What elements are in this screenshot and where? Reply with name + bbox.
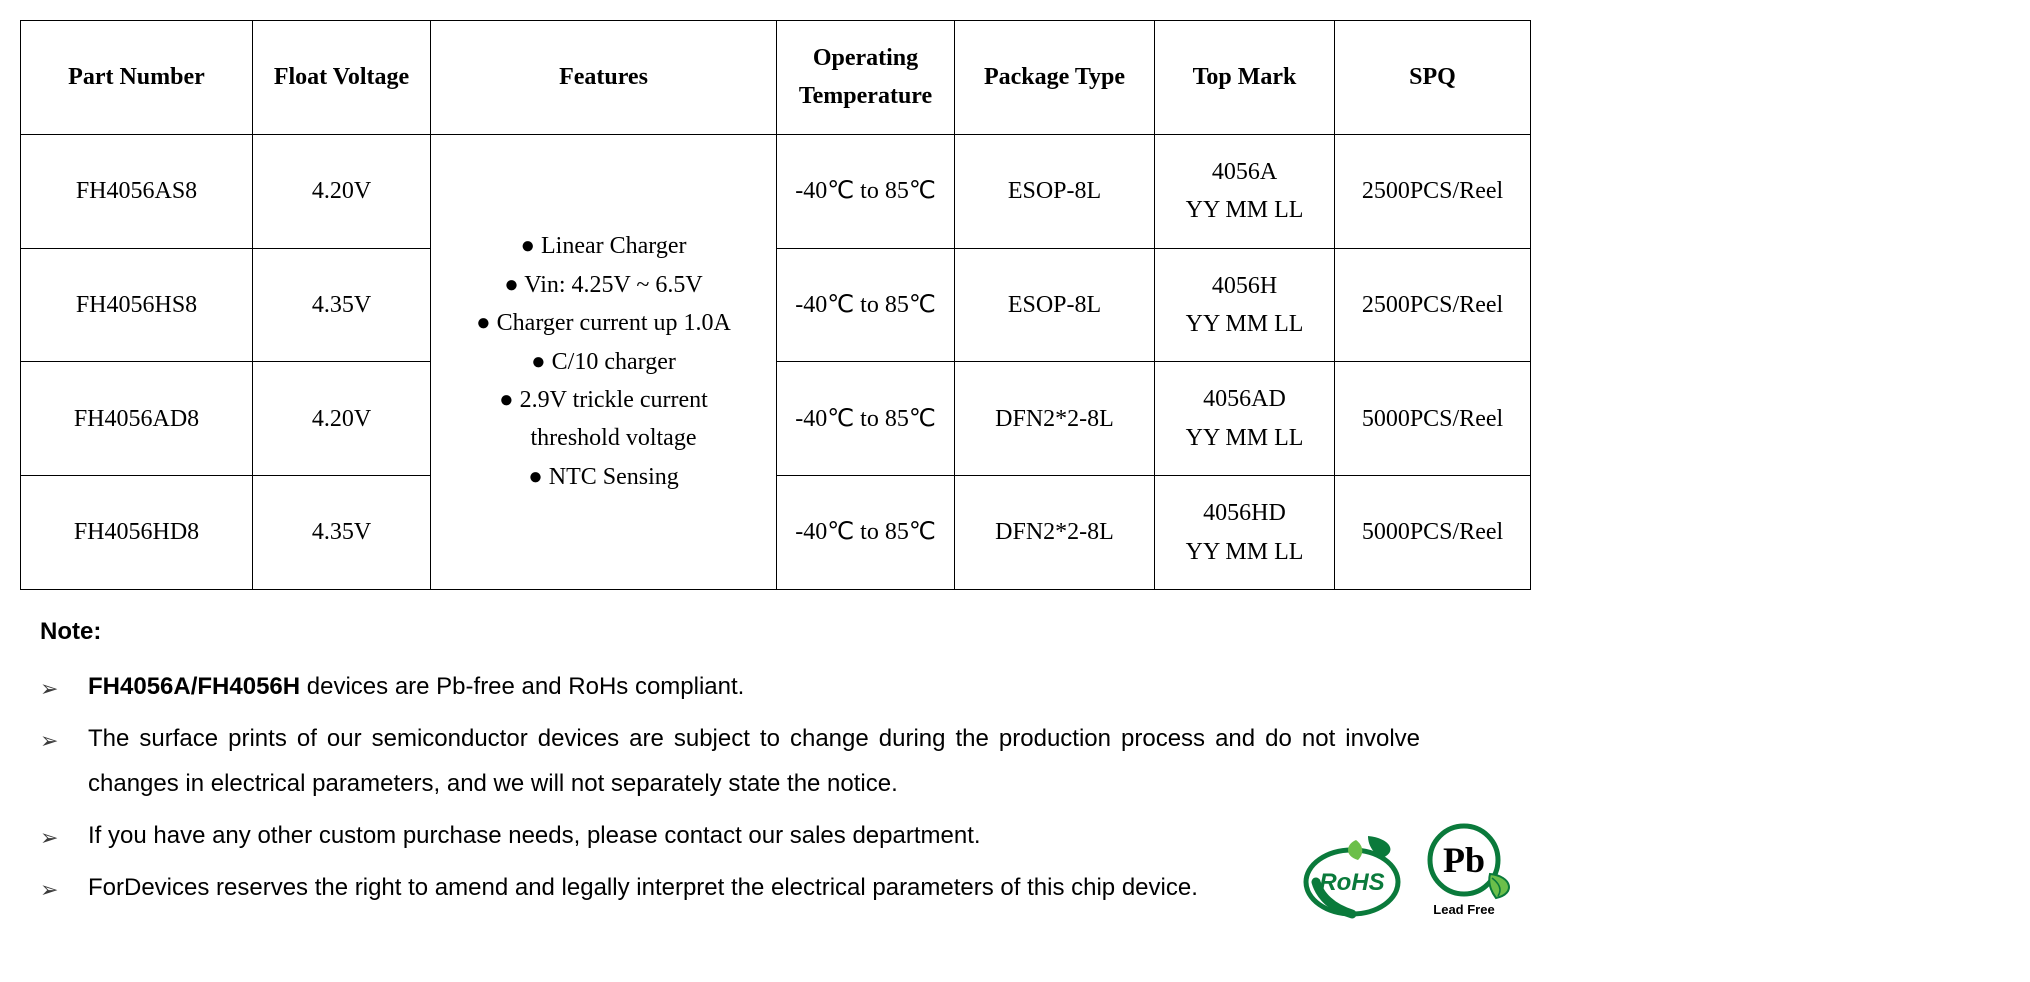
note-item: ➢ If you have any other custom purchase … <box>40 813 1420 859</box>
cell-features: ● Linear Charger ● Vin: 4.25V ~ 6.5V ● C… <box>431 134 777 589</box>
note-text: ForDevices reserves the right to amend a… <box>88 865 1420 911</box>
th-temp: Operating Temperature <box>777 21 955 135</box>
th-pkg: Package Type <box>955 21 1155 135</box>
feature-item: ● Charger current up 1.0A <box>439 304 768 342</box>
cell-pkg: ESOP-8L <box>955 134 1155 248</box>
cell-spq: 2500PCS/Reel <box>1335 134 1531 248</box>
th-part: Part Number <box>21 21 253 135</box>
th-voltage: Float Voltage <box>253 21 431 135</box>
svg-text:Lead Free: Lead Free <box>1433 902 1494 917</box>
cell-part: FH4056AS8 <box>21 134 253 248</box>
cell-mark: 4056A YY MM LL <box>1155 134 1335 248</box>
cell-mark: 4056HD YY MM LL <box>1155 476 1335 590</box>
th-feat: Features <box>431 21 777 135</box>
feature-item: ● NTC Sensing <box>439 458 768 496</box>
cell-part: FH4056AD8 <box>21 362 253 476</box>
cell-temp: -40℃ to 85℃ <box>777 134 955 248</box>
note-item: ➢ FH4056A/FH4056H devices are Pb-free an… <box>40 664 1420 710</box>
svg-text:RoHS: RoHS <box>1319 869 1384 896</box>
cell-voltage: 4.20V <box>253 134 431 248</box>
feature-item: ● Vin: 4.25V ~ 6.5V <box>439 266 768 304</box>
th-spq: SPQ <box>1335 21 1531 135</box>
compliance-badges: RoHS Pb Lead Free <box>1302 820 1520 920</box>
note-item: ➢ The surface prints of our semiconducto… <box>40 716 1420 807</box>
feature-item: ● C/10 charger <box>439 343 768 381</box>
cell-temp: -40℃ to 85℃ <box>777 248 955 362</box>
table-row: FH4056AS8 4.20V ● Linear Charger ● Vin: … <box>21 134 1531 248</box>
note-title: Note: <box>40 618 1420 646</box>
bullet-icon: ➢ <box>40 813 88 859</box>
spec-table: Part Number Float Voltage Features Opera… <box>20 20 1531 590</box>
note-text: FH4056A/FH4056H devices are Pb-free and … <box>88 664 1420 710</box>
cell-pkg: DFN2*2-8L <box>955 476 1155 590</box>
note-text: If you have any other custom purchase ne… <box>88 813 1420 859</box>
header-row: Part Number Float Voltage Features Opera… <box>21 21 1531 135</box>
lead-free-icon: Pb Lead Free <box>1420 820 1520 920</box>
feature-item: ● Linear Charger <box>439 227 768 265</box>
cell-part: FH4056HS8 <box>21 248 253 362</box>
bullet-icon: ➢ <box>40 865 88 911</box>
feature-item: threshold voltage <box>439 419 768 457</box>
cell-spq: 5000PCS/Reel <box>1335 362 1531 476</box>
rohs-icon: RoHS <box>1302 830 1412 920</box>
bullet-icon: ➢ <box>40 716 88 762</box>
feature-item: ● 2.9V trickle current <box>439 381 768 419</box>
cell-voltage: 4.35V <box>253 248 431 362</box>
cell-spq: 2500PCS/Reel <box>1335 248 1531 362</box>
cell-temp: -40℃ to 85℃ <box>777 362 955 476</box>
cell-pkg: DFN2*2-8L <box>955 362 1155 476</box>
cell-mark: 4056AD YY MM LL <box>1155 362 1335 476</box>
note-text: The surface prints of our semiconductor … <box>88 716 1420 807</box>
th-mark: Top Mark <box>1155 21 1335 135</box>
bullet-icon: ➢ <box>40 664 88 710</box>
cell-part: FH4056HD8 <box>21 476 253 590</box>
cell-voltage: 4.35V <box>253 476 431 590</box>
cell-spq: 5000PCS/Reel <box>1335 476 1531 590</box>
cell-mark: 4056H YY MM LL <box>1155 248 1335 362</box>
svg-text:Pb: Pb <box>1443 840 1485 880</box>
note-item: ➢ ForDevices reserves the right to amend… <box>40 865 1420 911</box>
cell-voltage: 4.20V <box>253 362 431 476</box>
notes-section: Note: ➢ FH4056A/FH4056H devices are Pb-f… <box>20 618 1460 911</box>
cell-pkg: ESOP-8L <box>955 248 1155 362</box>
cell-temp: -40℃ to 85℃ <box>777 476 955 590</box>
